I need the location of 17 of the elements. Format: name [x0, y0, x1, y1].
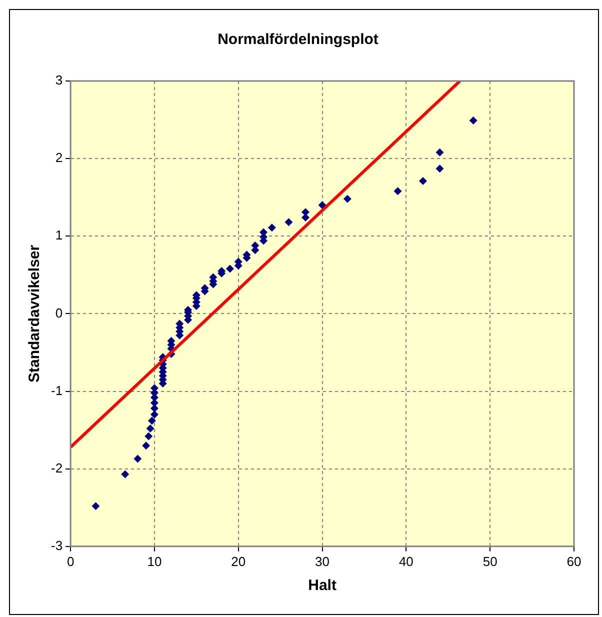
x-tick-label: 60 — [566, 554, 582, 569]
y-tick-label: -3 — [50, 538, 63, 553]
y-tick-label: 0 — [55, 305, 63, 320]
x-tick-label: 20 — [231, 554, 246, 569]
chart-title: Normalfördelningsplot — [218, 31, 378, 48]
x-tick-label: 10 — [147, 554, 162, 569]
y-axis-title: Standardavvikelser — [26, 244, 44, 382]
y-tick-label: 3 — [55, 72, 63, 88]
x-axis-title: Halt — [308, 577, 336, 594]
y-tick-label: -1 — [50, 382, 63, 398]
x-tick-label: 40 — [398, 554, 414, 569]
y-tick-label: 2 — [55, 150, 63, 166]
y-tick-label: 1 — [55, 228, 63, 243]
y-tick-label: -2 — [50, 460, 63, 476]
x-tick-label: 30 — [315, 554, 330, 569]
x-tick-label: 0 — [66, 554, 74, 569]
x-tick-label: 50 — [482, 554, 498, 569]
